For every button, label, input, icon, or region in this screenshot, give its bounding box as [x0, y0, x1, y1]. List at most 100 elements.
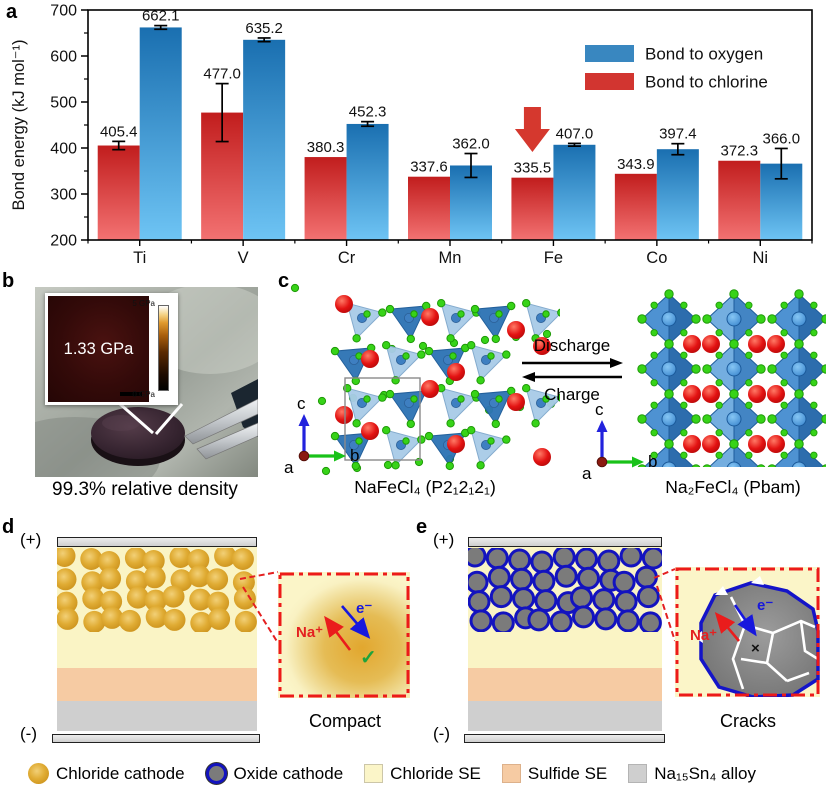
legend-label: Chloride cathode [56, 763, 185, 783]
tweezers-prong-top [184, 398, 258, 445]
chloride-se-swatch-icon [364, 764, 384, 783]
panel-a-label: a [6, 1, 18, 23]
panel-c-label: c [278, 270, 290, 292]
cracked-particle-inset [675, 567, 820, 697]
crack-lines [729, 596, 819, 690]
bottom-electrode-d [52, 734, 260, 743]
svg-text:662.1: 662.1 [142, 8, 180, 25]
svg-text:500: 500 [50, 95, 77, 112]
charge-label: Charge [544, 385, 600, 404]
svg-text:Bond to oxygen: Bond to oxygen [645, 45, 763, 64]
na-ion-label-e: Na⁺ [690, 627, 718, 644]
alloy-layer-e [468, 701, 662, 731]
svg-text:300: 300 [50, 187, 77, 204]
cross-mark-icon: × [751, 640, 760, 657]
crack-spall-2 [751, 576, 764, 585]
svg-text:700: 700 [50, 3, 77, 20]
nafecl4-structure [290, 283, 560, 476]
svg-text:407.0: 407.0 [556, 125, 594, 142]
hardness-map-inset: 1.33 GPa 5 GPa 0 GPa [45, 293, 178, 405]
figure-legend: Chloride cathode Oxide cathode Chloride … [28, 763, 756, 784]
reaction-arrows-block: Discharge Charge [516, 336, 628, 405]
svg-text:405.4: 405.4 [100, 123, 138, 140]
axis-b-label-left: b [350, 446, 360, 465]
legend-item-chloride-se: Chloride SE [364, 764, 481, 784]
svg-text:380.3: 380.3 [307, 139, 345, 156]
tweezers-prong-bottom [196, 422, 258, 460]
crack-spall-3 [694, 631, 703, 643]
chloride-cathode-swatch-icon [28, 763, 49, 784]
nafecl4-caption: NaFeCl₄ (P2₁2₁2₁) [354, 477, 496, 497]
legend-item-chloride-cathode: Chloride cathode [28, 763, 185, 784]
na2fecl4-caption: Na₂FeCl₄ (Pbam) [665, 477, 801, 497]
crack-spall-1 [715, 586, 728, 595]
alloy-layer-d [57, 701, 257, 731]
electron-label-d: e⁻ [356, 600, 373, 617]
zoom-connector-e [653, 568, 676, 642]
legend-item-sulfide-se: Sulfide SE [501, 764, 607, 784]
top-electrode-e [468, 537, 662, 547]
svg-text:362.0: 362.0 [452, 136, 490, 153]
legend-label: Na₁₅Sn₄ alloy [654, 763, 757, 783]
discharge-label: Discharge [533, 336, 611, 355]
svg-text:335.5: 335.5 [514, 160, 552, 177]
na-ion-label-d: Na⁺ [296, 624, 324, 641]
bottom-electrode-e [464, 734, 665, 743]
compact-caption: Compact [308, 711, 382, 731]
svg-text:343.9: 343.9 [617, 156, 655, 173]
cracks-caption: Cracks [719, 711, 776, 731]
negative-terminal-d: (-) [20, 724, 37, 743]
inset-border-d [278, 572, 410, 698]
svg-text:Bond energy (kJ mol⁻¹): Bond energy (kJ mol⁻¹) [10, 39, 28, 210]
oxide-cathode-particles [468, 548, 662, 632]
svg-text:366.0: 366.0 [763, 130, 801, 147]
discharge-charge-arrows-icon [522, 358, 623, 382]
na-ion-arrow-e [714, 612, 740, 642]
na2fecl4-structure [637, 289, 826, 467]
svg-text:452.3: 452.3 [349, 104, 387, 121]
top-electrode-d [57, 537, 257, 547]
svg-text:Ti: Ti [133, 249, 146, 267]
positive-terminal-d: (+) [20, 530, 42, 549]
svg-text:372.3: 372.3 [721, 143, 759, 160]
scale-bar [120, 392, 142, 396]
callout-line-right [154, 403, 184, 435]
panel-b-label: b [2, 270, 15, 292]
panel-e-label: e [416, 516, 428, 538]
legend-label: Chloride SE [390, 763, 481, 783]
axis-c-label-right: c [595, 400, 604, 419]
svg-text:337.6: 337.6 [410, 159, 448, 176]
svg-text:397.4: 397.4 [659, 126, 697, 143]
na-ion-arrow-d [324, 615, 352, 651]
oxide-cathode-swatch-icon [205, 763, 227, 784]
hardness-value: 1.33 GPa [63, 339, 134, 358]
pellet [91, 407, 185, 459]
sulfide-se-layer-d [57, 668, 257, 701]
svg-text:Cr: Cr [338, 249, 356, 267]
bond-energy-bar-chart: 405.4 662.1 Ti 477.0 635.2 V 380.3 452.3 Cr 337.6… [10, 3, 813, 267]
negative-terminal-e: (-) [433, 724, 450, 743]
electron-arrow-e [733, 604, 757, 637]
sulfide-se-swatch-icon [501, 764, 521, 783]
callout-line-left [119, 402, 154, 435]
inset-border-e [675, 567, 820, 697]
svg-text:Ni: Ni [752, 249, 768, 267]
svg-text:Fe: Fe [544, 249, 563, 267]
hardness-map-image: 1.33 GPa [48, 296, 149, 402]
check-mark-icon: ✓ [360, 647, 377, 669]
legend-item-alloy: Na₁₅Sn₄ alloy [628, 764, 756, 784]
axis-triad-left-icon [298, 414, 346, 462]
svg-text:477.0: 477.0 [203, 66, 241, 83]
svg-text:V: V [238, 249, 249, 267]
legend-item-oxide-cathode: Oxide cathode [205, 763, 343, 784]
positive-terminal-e: (+) [433, 530, 455, 549]
alloy-swatch-icon [628, 764, 648, 783]
svg-text:400: 400 [50, 141, 77, 158]
panel-d-label: d [2, 516, 15, 538]
svg-text:600: 600 [50, 49, 77, 66]
chloride-cathode-particles [57, 548, 257, 632]
axis-a-label-right: a [582, 464, 592, 483]
electron-label-e: e⁻ [757, 597, 774, 614]
zoom-connector-d [239, 571, 279, 644]
svg-text:Co: Co [646, 249, 667, 267]
